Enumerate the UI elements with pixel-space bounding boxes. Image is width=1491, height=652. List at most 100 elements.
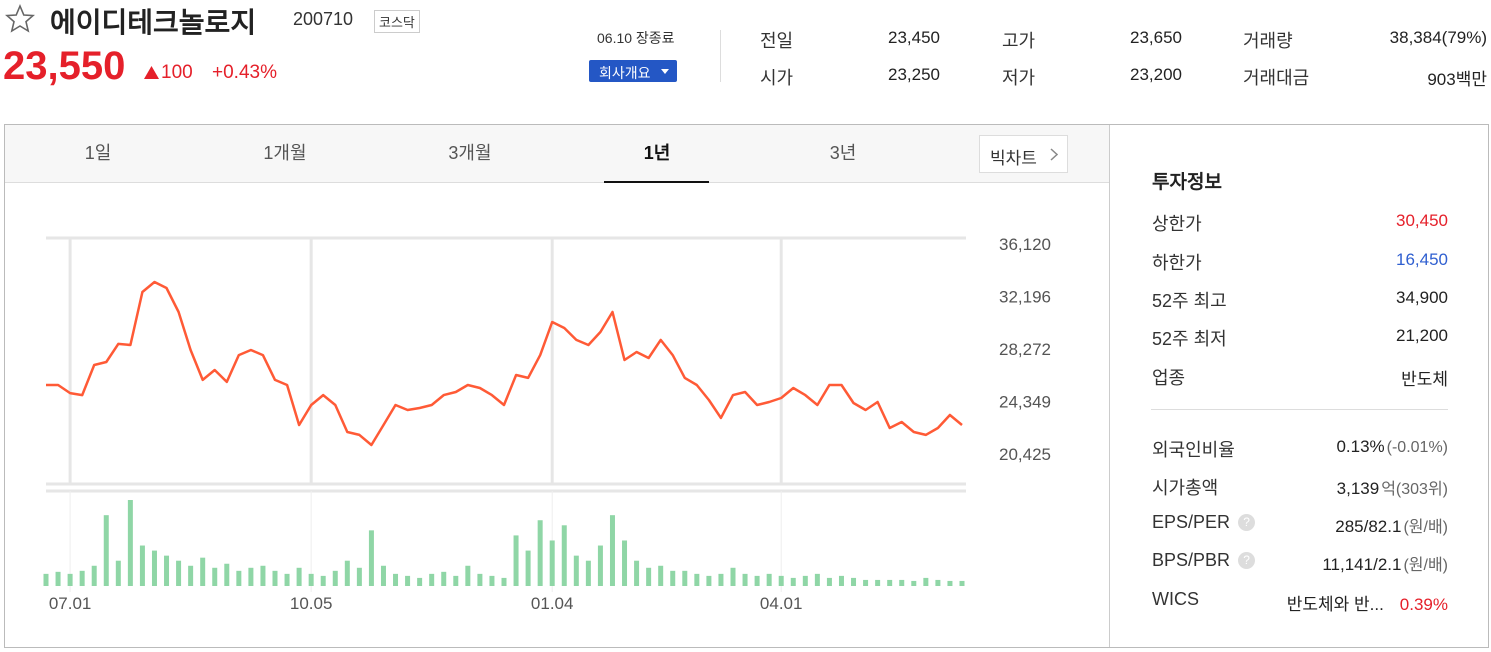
volume-bar — [200, 557, 206, 586]
info-value: 0.13% (-0.01%) — [1336, 437, 1448, 457]
volume-bar — [248, 567, 254, 586]
stat-label: 전일 — [760, 31, 794, 51]
info-change: 0.39% — [1399, 595, 1448, 614]
x-tick-label: 07.01 — [49, 594, 92, 613]
caret — [661, 69, 669, 74]
company-button-label: 회사개요 — [599, 65, 651, 81]
change: 100 — [161, 62, 193, 83]
volume-bar — [887, 579, 893, 586]
tab[interactable]: 3년 — [829, 143, 857, 163]
volume-bar — [151, 550, 157, 586]
tab-active[interactable]: 1년 — [643, 143, 671, 163]
volume-bar — [670, 570, 676, 586]
volume-bar — [537, 520, 543, 586]
info-value-text: 11,141/2.1 — [1322, 555, 1402, 574]
favorite-star[interactable] — [4, 3, 36, 35]
invest-divider — [1151, 409, 1448, 410]
stat-value: 903백만 — [1427, 70, 1487, 89]
volume-bar — [622, 540, 628, 586]
chevron — [1050, 148, 1058, 161]
volume-bar — [561, 525, 567, 586]
volume-bar — [923, 577, 929, 586]
volume-bar — [284, 573, 290, 586]
volume-bar — [959, 580, 965, 586]
volume-bar — [139, 545, 145, 586]
price-line — [46, 280, 963, 447]
info-value: 30,450 — [1396, 211, 1448, 231]
volume-bar — [67, 573, 73, 586]
volume-bar — [308, 573, 314, 586]
info-value-text: 16,450 — [1396, 250, 1448, 269]
tab[interactable]: 1개월 — [263, 143, 307, 163]
volume-bar — [188, 565, 194, 586]
info-value: 11,141/2.1 (원/배) — [1322, 551, 1448, 575]
tab-underline — [604, 181, 709, 183]
tab[interactable]: 3개월 — [448, 143, 492, 163]
volume-bar — [164, 555, 170, 586]
x-tick-label: 04.01 — [760, 594, 803, 613]
info-value: 34,900 — [1396, 288, 1448, 308]
panel-divider — [1109, 125, 1110, 647]
info-note: 억(303위) — [1381, 481, 1448, 498]
y-tick-label: 20,425 — [999, 445, 1051, 464]
stat-label: 거래량 — [1243, 31, 1293, 51]
volume-bar — [646, 567, 652, 586]
market-status: 06.10 장종료 — [597, 30, 675, 46]
volume-bar — [489, 575, 495, 586]
volume-bar — [429, 573, 435, 586]
y-tick-label: 36,120 — [999, 235, 1051, 254]
volume-bar — [585, 560, 591, 586]
tab[interactable]: 1일 — [84, 143, 112, 163]
big-chart-button[interactable]: 빅차트 — [979, 135, 1068, 173]
volume-bar — [115, 560, 121, 586]
volume-bar — [513, 535, 519, 586]
volume-bar — [212, 567, 218, 586]
info-value: 285/82.1 (원/배) — [1335, 513, 1448, 537]
volume-bar — [682, 570, 688, 586]
info-value: 3,139 억(303위) — [1337, 475, 1448, 499]
info-label: 업종 — [1152, 364, 1185, 390]
chart-frame — [4, 124, 1489, 648]
volume-bar — [851, 577, 857, 586]
info-label: 상한가 — [1152, 210, 1202, 236]
invest-title: 투자정보 — [1152, 172, 1222, 193]
volume-bar — [609, 515, 615, 586]
info-value-text: 반도체 — [1401, 370, 1448, 389]
y-tick-label: 24,349 — [999, 392, 1051, 411]
volume-bar — [405, 575, 411, 586]
y-tick-label: 28,272 — [999, 340, 1051, 359]
volume-bar — [356, 567, 362, 586]
market-badge: 코스닥 — [374, 10, 420, 33]
info-value: 반도체와 반... 0.39% — [1287, 590, 1448, 615]
info-label-text: 외국인비율 — [1152, 440, 1235, 460]
info-label: 외국인비율 — [1152, 436, 1235, 462]
stat-value: 23,650 — [1130, 28, 1182, 47]
volume-bar — [236, 570, 242, 586]
stat-label: 거래대금 — [1243, 68, 1310, 88]
volume-bar — [597, 545, 603, 586]
volume-bar — [814, 573, 820, 586]
info-value: 반도체 — [1401, 365, 1448, 390]
info-value-text: 30,450 — [1396, 211, 1448, 230]
info-value-text: 34,900 — [1396, 288, 1448, 307]
volume-bar — [417, 577, 423, 586]
volume-bar — [899, 579, 905, 586]
volume-bar — [694, 573, 700, 586]
volume-bar — [344, 560, 350, 586]
big-chart-label: 빅차트 — [990, 149, 1037, 168]
help-icon: ? — [1238, 514, 1256, 531]
volume-bar — [634, 560, 640, 586]
stat-value: 23,450 — [888, 28, 940, 47]
separator — [720, 30, 721, 82]
company-button[interactable]: 회사개요 — [589, 60, 677, 82]
volume-bar — [766, 573, 772, 586]
volume-bar — [754, 575, 760, 586]
info-label-text: 시가총액 — [1152, 478, 1219, 498]
volume-bar — [802, 575, 808, 586]
volume-bar — [525, 550, 531, 586]
info-label: BPS/PBR? — [1152, 550, 1256, 571]
info-label: 52주 최고 — [1152, 287, 1227, 313]
x-tick-label: 01.04 — [531, 594, 574, 613]
volume-bar — [453, 575, 459, 586]
volume-bar — [272, 570, 278, 586]
